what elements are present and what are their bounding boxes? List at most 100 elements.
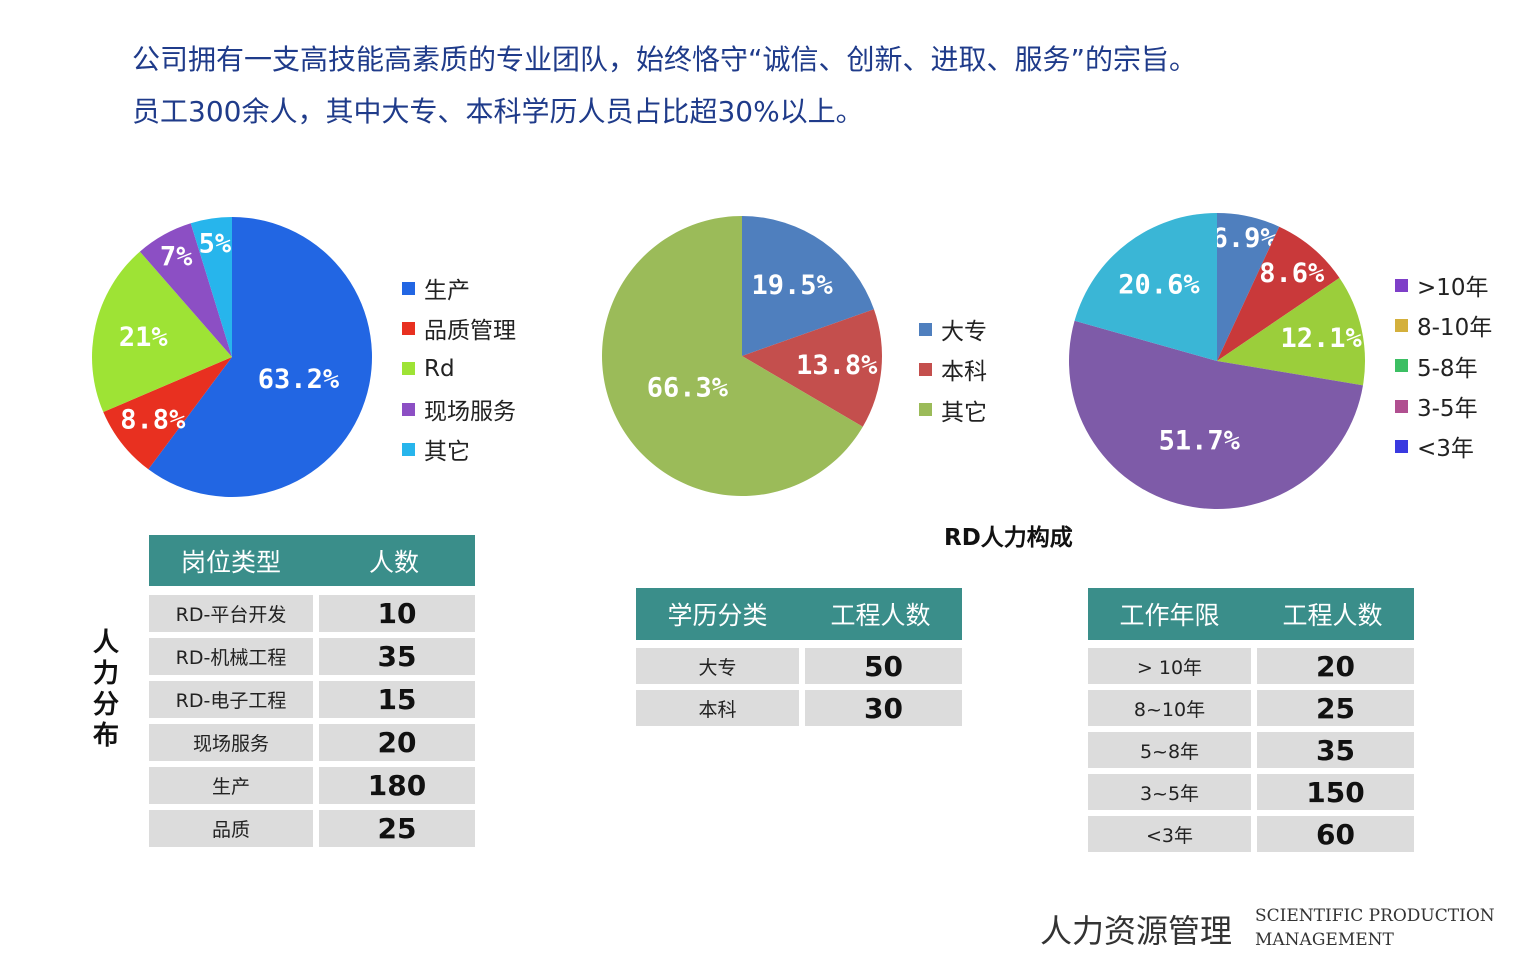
pie-data-label: 63.2% xyxy=(258,364,340,395)
legend-label: 品质管理 xyxy=(424,318,516,345)
table-cell-name: RD-电子工程 xyxy=(149,681,313,718)
legend-swatch xyxy=(1395,278,1408,292)
pie-chart-staff: 63.2% 8.8% 21% 7% 5% xyxy=(91,217,372,497)
legend-item: Rd xyxy=(402,349,516,389)
pie-slice xyxy=(602,216,863,497)
table-cell-value: 20 xyxy=(319,724,475,761)
pie-slice xyxy=(1217,277,1365,386)
pie-data-label: 51.7% xyxy=(1159,425,1241,456)
table-header-cell: 学历分类 xyxy=(667,601,768,630)
table-cell-value: 50 xyxy=(805,648,962,684)
pie-slice xyxy=(742,216,874,356)
table-row: <3年 60 xyxy=(1088,816,1414,852)
pie-data-label: 5% xyxy=(199,228,232,259)
pie-slice xyxy=(190,217,232,357)
footer-subtitle-line: MANAGEMENT xyxy=(1255,930,1394,950)
pie-data-label: 12.1% xyxy=(1280,323,1362,354)
legend-item: 8-10年 xyxy=(1395,305,1492,345)
pie-data-label: 21% xyxy=(119,322,169,353)
legend-label: 生产 xyxy=(424,278,470,305)
legend-label: 5-8年 xyxy=(1417,355,1478,382)
table-cell-name: 大专 xyxy=(636,648,799,684)
pie-slice xyxy=(91,251,232,413)
legend-swatch xyxy=(402,362,415,376)
legend-item: 品质管理 xyxy=(402,308,516,348)
pie-data-label: 20.6% xyxy=(1118,269,1200,300)
legend-label: 8-10年 xyxy=(1417,315,1493,342)
legend-swatch xyxy=(1395,318,1408,332)
table-cell-name: 3~5年 xyxy=(1088,774,1251,810)
legend-item: 其它 xyxy=(919,390,987,430)
table-tenure: 工作年限 工程人数 > 10年 20 8~10年 25 5~8年 35 3~5年… xyxy=(1088,588,1414,852)
pie-slice xyxy=(1074,213,1217,361)
pie-slice xyxy=(103,357,232,470)
table-header: 学历分类 工程人数 xyxy=(636,588,962,640)
legend-item: <3年 xyxy=(1395,426,1492,466)
table-header: 工作年限 工程人数 xyxy=(1088,588,1414,640)
table-cell-value: 15 xyxy=(319,681,475,718)
pie-data-label: 19.5% xyxy=(751,270,833,301)
table-cell-value: 30 xyxy=(805,690,962,726)
legend-swatch xyxy=(402,442,415,456)
table-cell-value: 20 xyxy=(1257,648,1414,684)
footer-subtitle: SCIENTIFIC PRODUCTION MANAGEMENT xyxy=(1255,904,1495,952)
pie-slice xyxy=(148,217,372,497)
legend-swatch xyxy=(919,362,932,376)
table-row: 大专 50 xyxy=(636,648,962,684)
legend-label: 其它 xyxy=(424,439,470,466)
table-cell-name: <3年 xyxy=(1088,816,1251,852)
pie-data-label: 13.8% xyxy=(796,350,878,381)
legend-item: 5-8年 xyxy=(1395,346,1492,386)
pie-slice xyxy=(1217,213,1280,361)
pie-data-label: 8.8% xyxy=(120,404,186,435)
legend-item: 其它 xyxy=(402,429,516,469)
legend-item: 现场服务 xyxy=(402,389,516,429)
legend-swatch xyxy=(1395,359,1408,373)
table-cell-name: RD-机械工程 xyxy=(149,638,313,675)
table-row: RD-机械工程 35 xyxy=(149,638,475,675)
table-row: 5~8年 35 xyxy=(1088,732,1414,768)
table-header-cell: 人数 xyxy=(368,547,419,577)
intro-line-2: 员工300余人，其中大专、本科学历人员占比超30%以上。 xyxy=(132,95,864,128)
legend-swatch xyxy=(1395,399,1408,413)
pie-chart-tenure: 6.9% 8.6% 12.1% 51.7% 20.6% xyxy=(1069,213,1365,509)
legend-label: 现场服务 xyxy=(424,399,516,426)
legend-swatch xyxy=(402,321,415,335)
rd-caption: RD人力构成 xyxy=(944,525,1073,551)
table-cell-name: 本科 xyxy=(636,690,799,726)
table-cell-value: 25 xyxy=(1257,690,1414,726)
legend-swatch xyxy=(402,281,415,295)
vertical-label: 人力分布 xyxy=(92,628,119,751)
table-cell-name: 生产 xyxy=(149,767,313,804)
legend-swatch xyxy=(919,322,932,336)
legend-label: 本科 xyxy=(941,359,987,386)
legend-staff: 生产 品质管理 Rd 现场服务 其它 xyxy=(402,268,516,469)
pie-chart-education: 19.5% 13.8% 66.3% xyxy=(602,216,882,497)
legend-item: 大专 xyxy=(919,309,987,349)
table-header-cell: 工作年限 xyxy=(1119,601,1220,630)
table-cell-name: RD-平台开发 xyxy=(149,595,313,632)
table-row: 8~10年 25 xyxy=(1088,690,1414,726)
legend-label: <3年 xyxy=(1417,436,1474,463)
table-cell-value: 150 xyxy=(1257,774,1414,810)
legend-item: 本科 xyxy=(919,349,987,389)
pie-slice xyxy=(742,309,882,427)
table-cell-name: 现场服务 xyxy=(149,724,313,761)
table-cell-value: 60 xyxy=(1257,816,1414,852)
table-row: 生产 180 xyxy=(149,767,475,804)
table-row: RD-平台开发 10 xyxy=(149,595,475,632)
legend-item: >10年 xyxy=(1395,265,1492,305)
pie-slice xyxy=(139,223,232,357)
pie-data-label: 6.9% xyxy=(1212,223,1278,254)
table-header-cell: 工程人数 xyxy=(830,601,931,630)
table-positions: 岗位类型 人数 RD-平台开发 10 RD-机械工程 35 RD-电子工程 15… xyxy=(149,535,475,847)
table-row: RD-电子工程 15 xyxy=(149,681,475,718)
table-row: > 10年 20 xyxy=(1088,648,1414,684)
legend-label: 其它 xyxy=(941,399,987,426)
table-cell-value: 10 xyxy=(319,595,475,632)
legend-swatch xyxy=(1395,439,1408,453)
table-cell-name: > 10年 xyxy=(1088,648,1251,684)
table-header-cell: 工程人数 xyxy=(1282,601,1383,630)
pie-data-label: 66.3% xyxy=(647,372,729,403)
legend-item: 生产 xyxy=(402,268,516,308)
